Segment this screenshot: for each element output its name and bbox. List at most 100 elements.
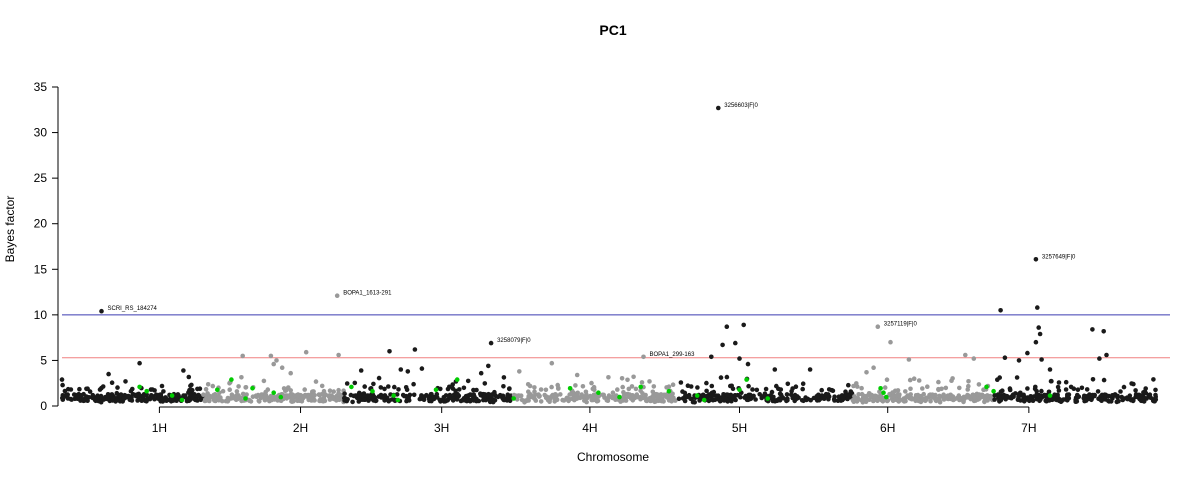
marker-point (633, 386, 639, 392)
marker-point (186, 374, 192, 380)
marker-point (429, 396, 434, 402)
marker-point (619, 376, 625, 381)
marker-point (1153, 392, 1158, 398)
marker-point (832, 398, 837, 403)
marker-point (336, 387, 341, 393)
marker-point (268, 353, 274, 359)
marker-point (335, 396, 340, 402)
marker-point (1016, 392, 1021, 397)
marker-point (1004, 394, 1010, 399)
marker-point (840, 393, 845, 399)
marker-point (572, 397, 577, 403)
highlighted-marker-point (984, 384, 989, 390)
marker-point (915, 392, 921, 398)
marker-point (800, 386, 805, 392)
marker-point (819, 387, 824, 393)
marker-point (772, 367, 778, 372)
highlighted-marker-point (737, 387, 742, 393)
marker-point (640, 391, 645, 396)
marker-point (1059, 398, 1064, 404)
marker-point (982, 397, 988, 403)
marker-point (606, 375, 611, 380)
marker-point (1106, 393, 1112, 399)
marker-point (685, 383, 691, 389)
marker-point (244, 392, 249, 397)
marker-point (98, 399, 104, 405)
marker-point (1055, 384, 1061, 390)
marker-point (518, 393, 524, 399)
marker-point (729, 383, 734, 389)
marker-point (210, 383, 216, 389)
marker-point (724, 374, 730, 380)
marker-point (1104, 352, 1109, 358)
marker-point (904, 395, 909, 400)
marker-point (724, 324, 730, 330)
point-label: 3256603|F|0 (724, 103, 758, 109)
marker-point (115, 385, 120, 390)
marker-point (450, 382, 456, 387)
x-tick-label: 6H (880, 421, 895, 435)
marker-point (517, 369, 522, 374)
marker-point (977, 396, 982, 401)
y-tick-label: 30 (34, 126, 48, 140)
marker-point (114, 397, 120, 403)
marker-point (123, 379, 128, 384)
marker-point (295, 392, 300, 398)
marker-point (1063, 379, 1069, 385)
marker-point (1083, 397, 1088, 402)
marker-point (1090, 327, 1095, 332)
marker-point (405, 369, 411, 374)
marker-point (288, 370, 294, 376)
marker-point (618, 399, 623, 404)
threshold-lines (62, 314, 1170, 359)
marker-point (998, 308, 1003, 313)
marker-point (148, 394, 154, 400)
marker-point (1055, 394, 1060, 399)
marker-point (118, 392, 123, 398)
marker-point (781, 395, 786, 401)
marker-point (305, 394, 311, 400)
marker-point (977, 392, 982, 397)
marker-point (220, 388, 226, 394)
marker-point (216, 395, 221, 400)
marker-point (342, 391, 347, 397)
marker-point (1048, 378, 1054, 384)
marker-point (188, 383, 193, 389)
marker-point (634, 392, 640, 397)
marker-point (205, 391, 210, 396)
marker-point (398, 367, 404, 372)
marker-point (1002, 355, 1008, 361)
marker-point (1097, 356, 1102, 361)
marker-point (201, 392, 206, 398)
marker-point (411, 381, 416, 387)
marker-point (972, 395, 977, 401)
marker-point (903, 389, 908, 394)
marker-point (590, 396, 595, 401)
highlighted-marker-point (179, 397, 185, 403)
marker-point (778, 392, 784, 398)
marker-point (256, 398, 262, 404)
marker-point (378, 385, 384, 390)
marker-point (998, 389, 1004, 395)
marker-point (157, 392, 162, 398)
marker-point (629, 384, 635, 389)
marker-point (574, 372, 580, 378)
marker-point (1035, 305, 1040, 310)
labeled-marker-point (1033, 257, 1039, 262)
marker-point (911, 376, 917, 382)
marker-point (1023, 396, 1028, 401)
highlighted-marker-point (370, 388, 375, 394)
marker-point (800, 381, 806, 387)
marker-point (961, 398, 966, 404)
marker-point (558, 392, 563, 397)
marker-point (59, 377, 65, 382)
marker-point (130, 386, 135, 392)
marker-point (1043, 394, 1048, 399)
marker-point (90, 392, 96, 398)
marker-point (1115, 393, 1120, 399)
marker-point (998, 397, 1004, 403)
marker-point (142, 393, 147, 399)
marker-point (720, 394, 725, 400)
marker-point (386, 384, 391, 389)
marker-point (269, 396, 275, 401)
